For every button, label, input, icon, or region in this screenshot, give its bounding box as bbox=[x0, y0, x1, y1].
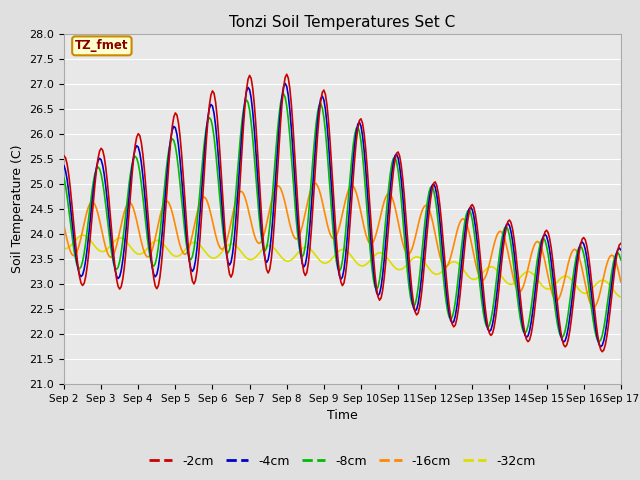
Legend: -2cm, -4cm, -8cm, -16cm, -32cm: -2cm, -4cm, -8cm, -16cm, -32cm bbox=[145, 450, 540, 473]
Text: TZ_fmet: TZ_fmet bbox=[75, 39, 129, 52]
Title: Tonzi Soil Temperatures Set C: Tonzi Soil Temperatures Set C bbox=[229, 15, 456, 30]
X-axis label: Time: Time bbox=[327, 409, 358, 422]
Y-axis label: Soil Temperature (C): Soil Temperature (C) bbox=[11, 144, 24, 273]
